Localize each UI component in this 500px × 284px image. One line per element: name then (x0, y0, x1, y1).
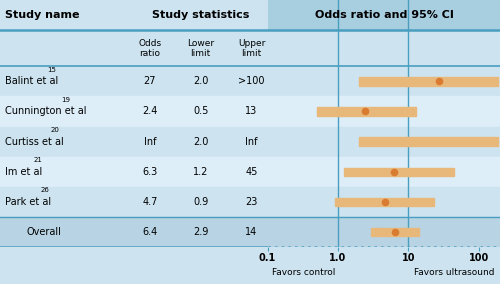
Text: 14: 14 (246, 227, 258, 237)
Bar (268, 127, 500, 157)
Bar (268, 187, 500, 217)
Text: 2.4: 2.4 (142, 106, 158, 116)
Bar (268, 97, 500, 127)
Text: 2.0: 2.0 (193, 76, 208, 86)
Bar (0, 66, 268, 97)
Text: 1.2: 1.2 (193, 167, 208, 177)
Text: 0.9: 0.9 (193, 197, 208, 207)
Bar (0, 187, 268, 217)
Text: 2.9: 2.9 (193, 227, 208, 237)
Text: Study statistics: Study statistics (152, 10, 250, 20)
Text: 23: 23 (246, 197, 258, 207)
Text: Odds
ratio: Odds ratio (138, 39, 162, 58)
Text: 15: 15 (47, 67, 56, 73)
Text: 19: 19 (61, 97, 70, 103)
Text: 6.4: 6.4 (142, 227, 158, 237)
Text: Overall: Overall (27, 227, 62, 237)
Text: Balint et al: Balint et al (6, 76, 59, 86)
Text: Study name: Study name (6, 10, 80, 20)
Text: 27: 27 (144, 76, 156, 86)
Text: 13: 13 (246, 106, 258, 116)
Text: Curtiss et al: Curtiss et al (6, 137, 64, 147)
Bar (0, 97, 268, 127)
Text: >100: >100 (238, 76, 264, 86)
Bar (334, 198, 434, 206)
Bar (359, 77, 498, 85)
Bar (344, 168, 454, 176)
Bar (268, 0, 500, 30)
Text: 4.7: 4.7 (142, 197, 158, 207)
Text: Park et al: Park et al (6, 197, 52, 207)
Bar (0, 217, 268, 247)
Text: 21: 21 (33, 157, 42, 163)
Text: Inf: Inf (144, 137, 156, 147)
Text: Cunnington et al: Cunnington et al (6, 106, 87, 116)
Text: 26: 26 (40, 187, 49, 193)
Text: Upper
limit: Upper limit (238, 39, 265, 58)
Bar (359, 137, 498, 146)
Text: 2.0: 2.0 (193, 137, 208, 147)
Text: 0.5: 0.5 (193, 106, 208, 116)
Text: Im et al: Im et al (6, 167, 43, 177)
Text: 45: 45 (246, 167, 258, 177)
Text: Inf: Inf (245, 137, 258, 147)
Text: Favors control: Favors control (272, 268, 336, 277)
Bar (0, 157, 268, 187)
Text: Odds ratio and 95% CI: Odds ratio and 95% CI (314, 10, 454, 20)
Text: 6.3: 6.3 (142, 167, 158, 177)
Text: Lower
limit: Lower limit (187, 39, 214, 58)
Text: Favors ultrasound: Favors ultrasound (414, 268, 495, 277)
Bar (316, 107, 416, 116)
Text: 20: 20 (50, 127, 59, 133)
Bar (268, 217, 500, 247)
Bar (0, 127, 268, 157)
Bar (268, 157, 500, 187)
Bar (370, 228, 418, 236)
Bar (268, 66, 500, 97)
